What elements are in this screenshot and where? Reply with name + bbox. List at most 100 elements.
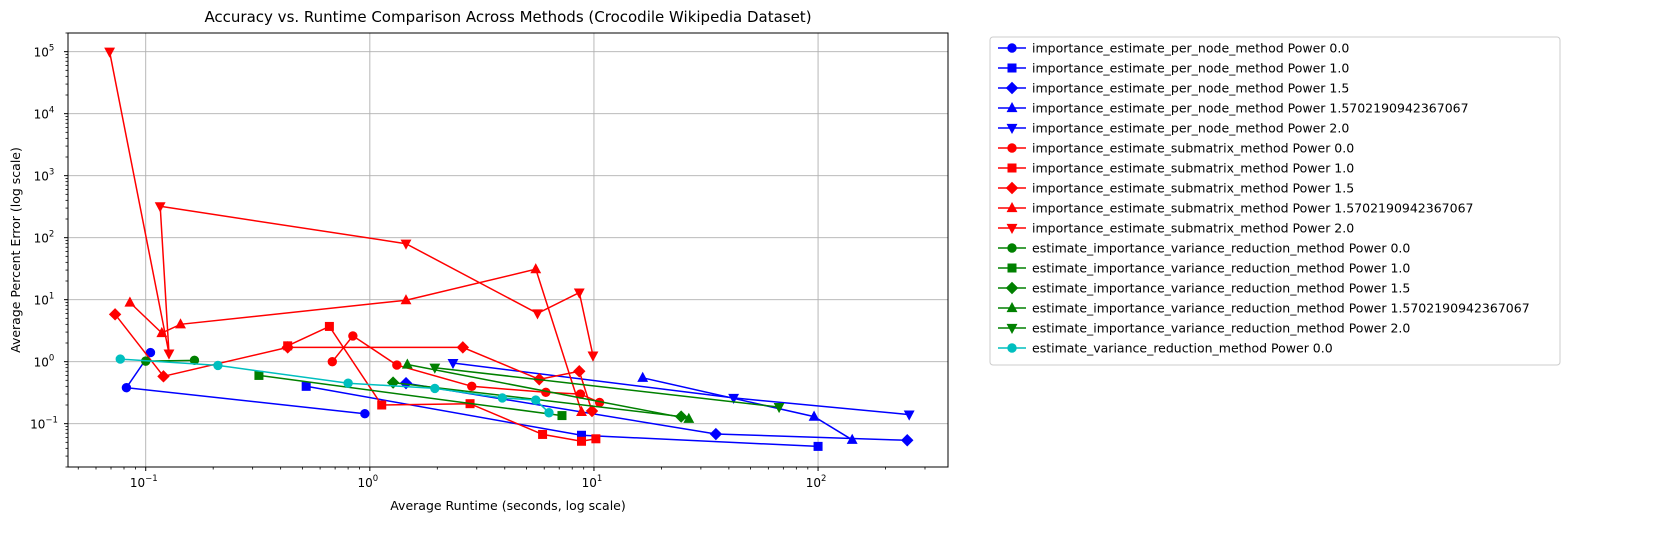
legend[interactable]: importance_estimate_per_node_method Powe… bbox=[989, 36, 1561, 366]
data-point bbox=[124, 296, 136, 307]
legend-item[interactable]: importance_estimate_per_node_method Powe… bbox=[998, 81, 1349, 96]
data-point bbox=[544, 408, 554, 418]
legend-item[interactable]: importance_estimate_per_node_method Powe… bbox=[998, 61, 1349, 76]
series-9 bbox=[104, 47, 599, 362]
data-point bbox=[104, 47, 116, 58]
legend-label: importance_estimate_per_node_method Powe… bbox=[1032, 121, 1349, 136]
data-point bbox=[808, 410, 820, 421]
legend-marker bbox=[1006, 101, 1018, 113]
legend-marker bbox=[1007, 343, 1017, 353]
data-point bbox=[281, 341, 294, 354]
series-line bbox=[434, 366, 780, 408]
data-point bbox=[301, 381, 311, 391]
data-point bbox=[154, 202, 166, 213]
data-point bbox=[637, 371, 649, 382]
legend-label: estimate_importance_variance_reduction_m… bbox=[1032, 241, 1410, 256]
legend-item[interactable]: estimate_importance_variance_reduction_m… bbox=[998, 321, 1410, 336]
data-point bbox=[456, 341, 470, 354]
legend-item[interactable]: importance_estimate_submatrix_method Pow… bbox=[998, 201, 1473, 216]
legend-item[interactable]: estimate_variance_reduction_method Power… bbox=[998, 341, 1333, 356]
legend-item[interactable]: estimate_importance_variance_reduction_m… bbox=[998, 281, 1410, 296]
data-point bbox=[121, 383, 132, 393]
data-point bbox=[709, 427, 723, 441]
legend-label: importance_estimate_submatrix_method Pow… bbox=[1032, 181, 1354, 196]
legend-marker bbox=[1007, 63, 1017, 73]
legend-marker bbox=[1007, 243, 1017, 253]
series-5 bbox=[327, 331, 605, 408]
y-axis-label: Average Percent Error (log scale) bbox=[8, 147, 23, 353]
data-point bbox=[429, 363, 441, 374]
y-tick-label: 101 bbox=[34, 292, 55, 308]
x-axis-label: Average Runtime (seconds, log scale) bbox=[390, 498, 626, 513]
legend-item[interactable]: importance_estimate_submatrix_method Pow… bbox=[998, 161, 1354, 176]
data-point bbox=[557, 411, 567, 421]
chart-title: Accuracy vs. Runtime Comparison Across M… bbox=[204, 8, 811, 26]
series-15 bbox=[115, 354, 554, 418]
legend-label: importance_estimate_submatrix_method Pow… bbox=[1032, 161, 1354, 176]
data-point bbox=[254, 370, 264, 380]
legend-label: importance_estimate_submatrix_method Pow… bbox=[1032, 141, 1354, 156]
legend-item[interactable]: importance_estimate_submatrix_method Pow… bbox=[998, 141, 1354, 156]
legend-label: importance_estimate_per_node_method Powe… bbox=[1032, 81, 1349, 96]
data-point bbox=[577, 436, 587, 446]
series-4 bbox=[447, 358, 915, 421]
series-line bbox=[407, 363, 689, 420]
legend-label: estimate_variance_reduction_method Power… bbox=[1032, 341, 1333, 356]
x-tick-label: 10−1 bbox=[130, 474, 158, 490]
data-point bbox=[903, 410, 915, 421]
data-point bbox=[573, 365, 586, 378]
legend-frame bbox=[989, 36, 1561, 366]
series-7 bbox=[108, 308, 599, 418]
data-point bbox=[576, 405, 587, 416]
data-point bbox=[213, 360, 223, 371]
series-14 bbox=[429, 363, 785, 414]
data-point bbox=[348, 331, 358, 341]
y-tick-label: 104 bbox=[34, 106, 55, 122]
y-tick-label: 10−1 bbox=[30, 416, 58, 432]
legend-marker bbox=[1005, 81, 1019, 95]
series-lines bbox=[104, 47, 915, 451]
data-point bbox=[157, 370, 170, 383]
legend-item[interactable]: estimate_importance_variance_reduction_m… bbox=[998, 241, 1410, 256]
legend-marker bbox=[1006, 323, 1018, 335]
legend-item[interactable]: importance_estimate_per_node_method Powe… bbox=[998, 41, 1349, 56]
data-point bbox=[585, 404, 599, 418]
legend-marker bbox=[1005, 181, 1019, 195]
data-point bbox=[587, 351, 599, 362]
legend-item[interactable]: importance_estimate_per_node_method Powe… bbox=[998, 121, 1349, 136]
x-tick-label: 100 bbox=[357, 474, 378, 490]
legend-marker bbox=[1007, 163, 1017, 173]
legend-marker bbox=[1005, 281, 1019, 295]
data-point bbox=[400, 239, 412, 250]
legend-item[interactable]: estimate_importance_variance_reduction_m… bbox=[998, 301, 1530, 316]
data-point bbox=[401, 358, 413, 369]
data-point bbox=[728, 393, 740, 404]
data-point bbox=[538, 429, 548, 439]
legend-label: estimate_importance_variance_reduction_m… bbox=[1032, 321, 1410, 336]
ticks: 10−1 100 101 102 10−1 100 101 102 103 104 105 bbox=[30, 32, 926, 490]
legend-label: importance_estimate_per_node_method Powe… bbox=[1032, 101, 1469, 116]
legend-marker bbox=[1007, 263, 1017, 273]
data-point bbox=[108, 308, 122, 321]
data-point bbox=[175, 318, 186, 329]
data-point bbox=[901, 434, 914, 447]
legend-item[interactable]: importance_estimate_submatrix_method Pow… bbox=[998, 221, 1354, 236]
data-point bbox=[573, 288, 585, 299]
data-point bbox=[360, 408, 370, 419]
data-point bbox=[467, 381, 477, 392]
data-point bbox=[532, 309, 543, 320]
legend-marker bbox=[1007, 43, 1017, 53]
data-point bbox=[163, 349, 175, 360]
legend-label: importance_estimate_per_node_method Powe… bbox=[1032, 41, 1349, 56]
legend-marker bbox=[1006, 123, 1018, 135]
x-tick-label: 102 bbox=[806, 474, 827, 490]
y-tick-label: 105 bbox=[34, 44, 55, 60]
data-point bbox=[683, 412, 695, 423]
data-point bbox=[377, 400, 387, 410]
series-13 bbox=[401, 358, 695, 423]
legend-item[interactable]: estimate_importance_variance_reduction_m… bbox=[998, 261, 1410, 276]
data-point bbox=[327, 356, 337, 367]
legend-item[interactable]: importance_estimate_per_node_method Powe… bbox=[998, 101, 1469, 116]
data-point bbox=[145, 347, 156, 358]
legend-item[interactable]: importance_estimate_submatrix_method Pow… bbox=[998, 181, 1354, 196]
